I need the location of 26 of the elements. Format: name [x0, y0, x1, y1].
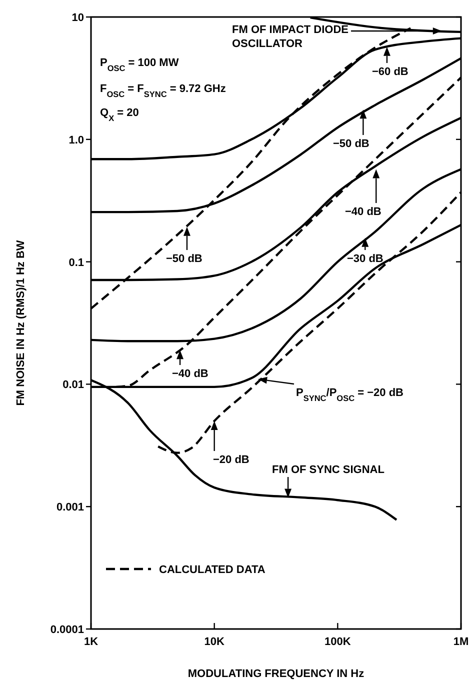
- y-tick-label: 0.1: [68, 256, 84, 269]
- annotation: F$_{OSC}$ = F$_{SYNC}$ = 9.72 GHz: [100, 83, 226, 98]
- annotation: Q$_{X}$ = 20: [100, 107, 139, 122]
- y-tick-label: 0.01: [62, 379, 84, 392]
- y-tick-label: 10: [72, 12, 84, 24]
- y-tick-label: 0.0001: [50, 624, 84, 636]
- annotation: −60 dB: [372, 66, 408, 78]
- annotation: −20 dB: [213, 454, 250, 466]
- annotation: −40 dB: [172, 368, 208, 380]
- annotation: FM OF SYNC SIGNAL: [272, 464, 385, 476]
- y-axis-title: FM NOISE IN Hz (RMS)/1 Hz BW: [15, 240, 27, 406]
- legend-label: CALCULATED DATA: [159, 564, 266, 576]
- annotation: −40 dB: [345, 206, 382, 218]
- y-tick-label: 0.001: [56, 502, 84, 514]
- x-tick-label: 10K: [204, 636, 224, 648]
- annotation: FM OF IMPACT DIODE OSCILLATOR: [232, 24, 349, 50]
- x-tick-label: 1K: [84, 636, 98, 648]
- annotation: −50 dB: [166, 253, 202, 265]
- annotation: P$_{SYNC}$/P$_{OSC}$ = −20 dB: [296, 387, 404, 402]
- x-tick-label: 1M: [453, 636, 469, 648]
- annotation: −50 dB: [333, 138, 370, 150]
- x-tick-label: 100K: [324, 636, 351, 648]
- annotation: −30 dB: [347, 253, 384, 265]
- x-axis-title: MODULATING FREQUENCY IN Hz: [188, 668, 365, 680]
- annotation: P$_{OSC}$ = 100 MW: [100, 57, 180, 72]
- y-tick-label: 1.0: [68, 134, 84, 146]
